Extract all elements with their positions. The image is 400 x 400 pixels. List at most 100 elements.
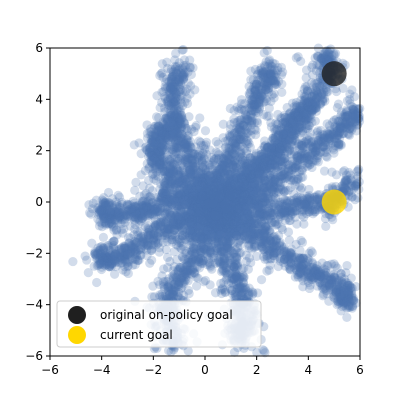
trajectory-point (194, 136, 204, 146)
trajectory-point (257, 206, 267, 216)
trajectory-point (260, 214, 270, 224)
trajectory-point (210, 192, 220, 203)
trajectory-point (283, 166, 294, 176)
trajectory-point (227, 274, 237, 284)
trajectory-point (211, 234, 221, 244)
trajectory-point (177, 230, 187, 241)
trajectory-point (237, 183, 247, 193)
trajectory-point (210, 189, 221, 199)
trajectory-point (263, 221, 273, 231)
trajectory-point (224, 186, 234, 196)
trajectory-point (183, 190, 193, 200)
trajectory-point (236, 210, 246, 220)
trajectory-point (247, 215, 257, 225)
trajectory-point (240, 175, 250, 185)
trajectory-point (161, 180, 171, 190)
trajectory-point (266, 61, 276, 71)
trajectory-point (246, 202, 257, 212)
trajectory-point (180, 217, 190, 227)
trajectory-point (218, 208, 229, 218)
trajectory-point (166, 210, 176, 220)
trajectory-point (199, 178, 209, 189)
trajectory-point (165, 160, 175, 170)
trajectory-point (206, 242, 217, 252)
trajectory-point (214, 161, 224, 171)
trajectory-point (244, 233, 254, 243)
trajectory-point (218, 210, 228, 221)
trajectory-point (190, 162, 200, 172)
trajectory-point (260, 228, 270, 239)
trajectory-point (173, 170, 184, 180)
trajectory-point (171, 211, 182, 221)
trajectory-point (174, 238, 184, 248)
trajectory-point (191, 222, 202, 232)
trajectory-point (208, 189, 218, 199)
trajectory-point (244, 183, 254, 193)
trajectory-point (231, 174, 241, 184)
trajectory-point (164, 185, 174, 195)
trajectory-point (230, 199, 240, 209)
trajectory-point (203, 202, 213, 212)
trajectory-point (278, 194, 288, 204)
trajectory-point (178, 216, 188, 227)
trajectory-point (233, 180, 243, 191)
trajectory-point (198, 194, 209, 204)
trajectory-point (269, 202, 279, 212)
trajectory-point (215, 177, 226, 187)
trajectory-point (233, 260, 243, 270)
trajectory-point (161, 244, 171, 255)
trajectory-point (206, 217, 216, 227)
trajectory-point (253, 169, 263, 180)
trajectory-point (233, 186, 243, 196)
trajectory-point (231, 173, 242, 183)
trajectory-point (182, 158, 193, 168)
trajectory-point (171, 223, 181, 233)
trajectory-point (213, 192, 223, 202)
trajectory-point (183, 254, 194, 264)
trajectory-point (191, 176, 201, 186)
trajectory-point (227, 145, 237, 155)
trajectory-point (257, 243, 267, 253)
trajectory-point (215, 168, 226, 178)
trajectory-point (234, 197, 244, 207)
trajectory-point (213, 186, 223, 197)
trajectory-point (162, 201, 173, 212)
trajectory-point (186, 206, 196, 217)
trajectory-point (256, 217, 266, 227)
trajectory-point (245, 164, 256, 174)
trajectory-point (270, 205, 280, 215)
trajectory-point (258, 172, 269, 182)
trajectory-point (192, 213, 202, 223)
trajectory-point (205, 171, 215, 181)
trajectory-point (215, 239, 225, 250)
trajectory-point (228, 217, 238, 228)
trajectory-point (175, 194, 185, 204)
trajectory-point (287, 203, 298, 213)
trajectory-point (202, 236, 212, 246)
trajectory-point (222, 206, 232, 216)
trajectory-point (151, 136, 161, 147)
trajectory-point (233, 211, 243, 221)
trajectory-point (232, 211, 243, 221)
trajectory-point (198, 227, 208, 237)
trajectory-point (192, 193, 202, 204)
trajectory-point (259, 232, 269, 242)
trajectory-point (270, 217, 280, 227)
trajectory-point (212, 209, 223, 219)
trajectory-point (192, 205, 202, 215)
trajectory-point (211, 168, 222, 179)
trajectory-point (187, 200, 197, 210)
trajectory-point (229, 155, 240, 166)
trajectory-point (167, 235, 177, 245)
trajectory-point (256, 198, 266, 208)
trajectory-point (278, 173, 288, 183)
trajectory-point (123, 232, 134, 243)
trajectory-point (310, 192, 320, 202)
trajectory-point (162, 206, 173, 217)
trajectory-point (169, 246, 179, 257)
trajectory-point (221, 190, 232, 200)
trajectory-point (202, 182, 212, 192)
trajectory-point (233, 201, 244, 211)
trajectory-point (222, 190, 232, 200)
trajectory-point (226, 212, 237, 222)
